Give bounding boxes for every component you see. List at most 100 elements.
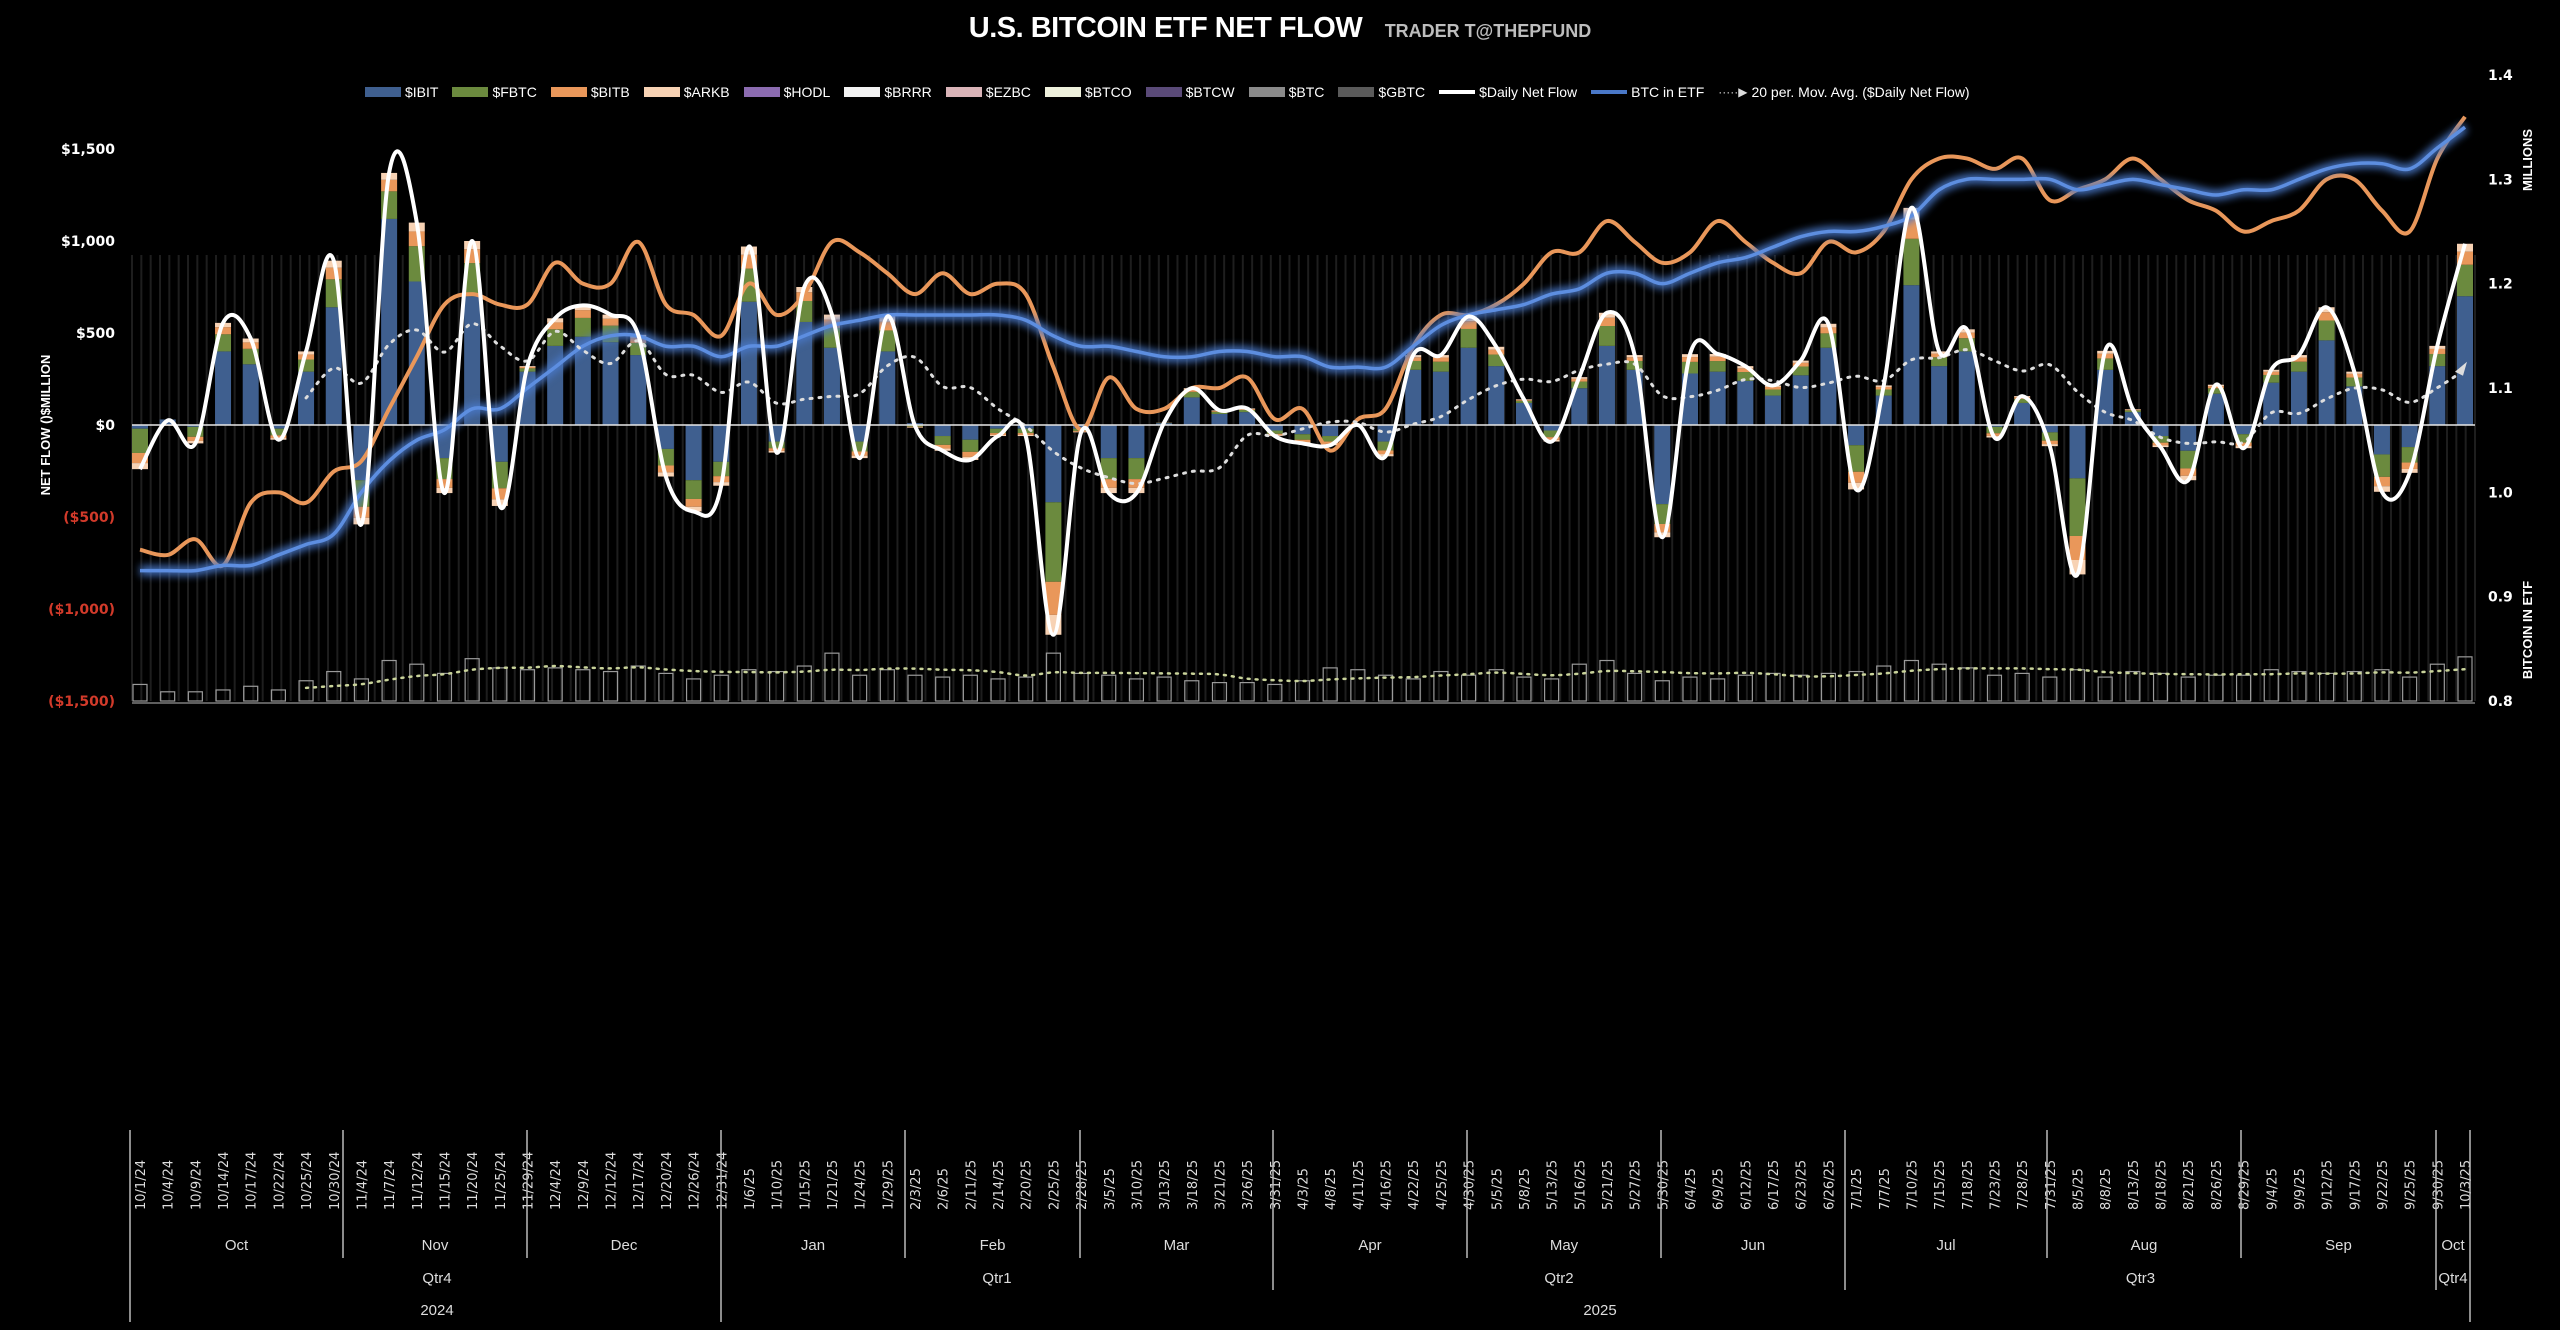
x-tick-label: 4/3/25 [1297,1168,1312,1210]
volume-bar [436,672,453,702]
year-label: 2024 [420,1302,453,1319]
moving-average-arrow-icon [2455,361,2467,376]
ibit-bar-segment [1903,285,1920,425]
fbtc-bar-segment [1405,360,1422,370]
ibit-bar-segment [1931,366,1948,425]
volume-bar [658,672,674,702]
legend-line-swatch [1439,90,1476,94]
legend-label: BTC in ETF [1631,84,1705,100]
volume-bar [1018,676,1034,702]
ibit-bar-segment [851,425,868,442]
month-label: Feb [980,1237,1006,1254]
x-tick-label: 3/31/25 [1269,1160,1284,1210]
quarter-label: Qtr1 [982,1270,1011,1287]
ibit-bar-segment [2318,340,2335,425]
ibit-bar-segment [1239,412,1256,425]
right-tick-label: 0.9 [2488,590,2513,606]
volume-bar [160,691,176,702]
x-tick-label: 6/23/25 [1795,1160,1810,1210]
right-tick-label: 1.0 [2488,485,2513,501]
fbtc-bar-segment [1571,381,1588,389]
volume-bar [741,669,757,702]
fbtc-bar-segment [962,439,979,452]
legend-label: $EZBC [985,84,1031,100]
left-axis-title: NET FLOW ()$MILLION [38,355,53,496]
fbtc-bar-segment [547,329,564,346]
ibit-bar-segment [325,307,342,425]
fbtc-bar-segment [2041,432,2058,441]
year-label: 2025 [1583,1302,1616,1319]
ibit-bar-segment [2290,371,2307,425]
right-tick-label: 1.4 [2488,68,2513,84]
x-tick-label: 9/9/25 [2293,1168,2308,1210]
volume-bar [796,665,812,702]
legend-label: $ARKB [683,84,730,100]
ibit-bar-segment [187,425,204,427]
legend-label: $Daily Net Flow [1479,84,1578,100]
fbtc-bar-segment [1211,411,1228,414]
x-tick-label: 12/31/24 [715,1152,730,1210]
x-tick-label: 10/4/24 [162,1160,177,1210]
left-tick-label: $500 [76,326,115,342]
ibit-bar-segment [934,425,951,437]
bitb-bar-segment [1958,332,1975,339]
ibit-bar-segment [1183,397,1200,425]
legend-swatch [1338,87,1375,97]
legend-label: $HODL [783,84,831,100]
volume-bar [630,665,646,702]
volume-bar [381,659,397,702]
legend-item: $EZBC [945,84,1031,100]
x-tick-label: 7/15/25 [1933,1160,1948,1210]
volume-bar [1377,674,1394,702]
ibit-bar-segment [1598,345,1615,425]
volume-bar [2457,656,2473,702]
month-label: May [1550,1237,1579,1254]
fbtc-bar-segment [1322,436,1339,442]
ibit-bar-segment [1045,425,1062,503]
fbtc-bar-segment [768,441,785,449]
fbtc-bar-segment [1432,361,1449,372]
x-tick-label: 9/12/25 [2321,1160,2336,1210]
volume-bar [2069,669,2086,702]
x-tick-label: 1/24/25 [854,1160,869,1210]
x-tick-label: 8/8/25 [2099,1168,2114,1210]
volume-bar [409,663,425,702]
bitb-bar-segment [934,444,951,449]
volume-bar [1654,680,1670,702]
fbtc-bar-segment [1765,389,1782,396]
ibit-bar-segment [574,336,591,425]
ibit-bar-segment [1958,351,1975,425]
volume-bar [1737,674,1753,702]
volume-bar [298,680,314,702]
x-tick-label: 6/17/25 [1767,1160,1782,1210]
x-tick-label: 3/5/25 [1103,1168,1118,1210]
right-tick-label: 1.2 [2488,277,2513,293]
volume-bar [1820,672,1836,702]
x-tick-label: 9/22/25 [2376,1160,2391,1210]
bitb-bar-segment [574,310,591,318]
volume-bar [1184,680,1200,702]
fbtc-bar-segment [2373,454,2390,477]
fbtc-bar-segment [1488,354,1505,367]
x-tick-label: 12/9/24 [577,1160,592,1210]
x-tick-label: 6/26/25 [1822,1160,1837,1210]
ibit-bar-segment [215,351,232,425]
ibit-bar-segment [1986,425,2003,427]
ibit-bar-segment [740,301,757,425]
ibit-bar-segment [2235,425,2252,435]
legend-label: $BTCW [1185,84,1235,100]
x-tick-label: 2/6/25 [937,1168,952,1210]
x-tick-label: 9/25/25 [2404,1160,2419,1210]
x-tick-label: 2/11/25 [964,1160,979,1210]
bitb-bar-segment [1488,349,1505,355]
volume-bar [824,652,840,702]
right-axis: 1.4 1.3 1.2 1.1 1.0 0.9 0.8 [2488,68,2513,710]
ibit-bar-segment [1848,425,1865,446]
volume-bar [1211,681,1228,702]
bitb-bar-segment [132,452,148,464]
x-tick-label: 1/15/25 [798,1160,813,1210]
volume-bar [1986,674,2003,702]
legend-item: $Daily Net Flow [1439,84,1577,100]
bitb-bar-segment [2235,442,2252,447]
x-tick-label: 4/8/25 [1324,1168,1339,1210]
